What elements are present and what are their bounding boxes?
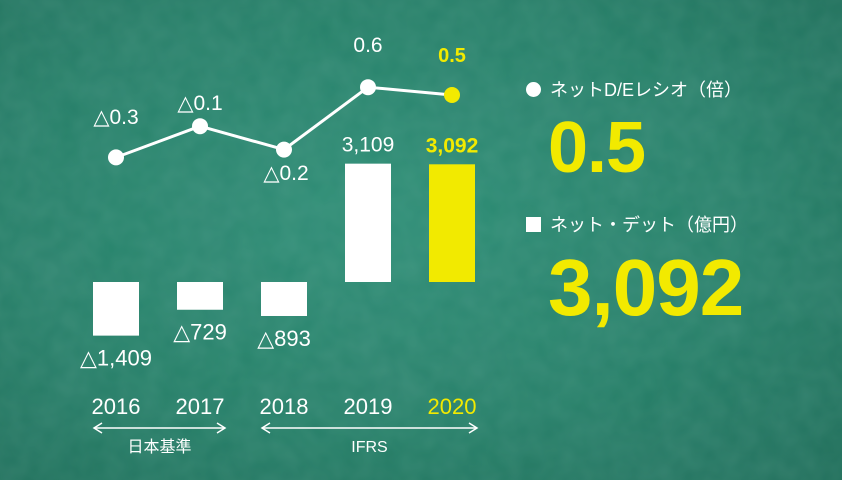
legend-dot-icon [526,81,541,97]
headline-net-debt: 3,092 [548,243,744,332]
period-arrow-right-icon-1 [468,422,479,434]
legend-line-label: ネットD/Eレシオ（倍） [550,80,743,100]
period-arrow-right-icon-0 [216,422,227,434]
x-tick-label-2018: 2018 [260,394,309,419]
legend-bar-label: ネット・デット（億円） [550,215,748,235]
bar-2019 [345,163,391,282]
line-value-label-2016: △0.3 [93,106,138,129]
line-point-2016 [108,149,124,166]
line-segment-2017-2018 [199,124,285,152]
bar-2016 [93,282,139,336]
legend-square-icon [526,216,541,232]
period-label-0: 日本基準 [127,438,191,456]
x-tick-label-2019: 2019 [344,394,393,419]
bar-2018 [261,282,307,316]
bar-value-label-2020: 3,092 [426,134,479,157]
line-segment-2016-2017 [115,124,201,159]
period-arrow-left-icon-1 [260,422,271,434]
bar-2020 [429,164,475,282]
headline-de-ratio: 0.5 [548,108,646,188]
x-tick-label-2017: 2017 [176,394,225,419]
bar-value-label-2017: △729 [173,320,227,345]
bar-value-label-2019: 3,109 [342,134,395,157]
bar-value-label-2016: △1,409 [80,346,152,371]
line-point-2020 [444,87,460,103]
period-label-1: IFRS [351,439,387,456]
bar-value-label-2018: △893 [257,326,311,351]
line-value-label-2017: △0.1 [177,92,222,115]
line-point-2017 [192,118,208,135]
legend-bar-item: ネット・デット（億円） [526,211,748,237]
line-value-label-2018: △0.2 [263,162,308,185]
period-arrow-left-icon-0 [92,422,103,434]
chart-marks: △1,409 △729 △893 3,109 3,092 △0.3 △0.1 △0.2 0.6 0… [80,34,479,456]
legend-line-item: ネットD/Eレシオ（倍） [526,76,742,102]
line-value-label-2020: 0.5 [438,45,466,67]
x-tick-label-2016: 2016 [92,394,141,419]
x-tick-label-2020: 2020 [428,394,477,419]
line-value-label-2019: 0.6 [353,34,382,57]
line-segment-2018-2019 [283,85,369,151]
line-segment-2019-2020 [367,85,453,97]
line-point-2019 [360,79,376,96]
line-point-2018 [276,141,292,158]
bar-2017 [177,282,223,310]
